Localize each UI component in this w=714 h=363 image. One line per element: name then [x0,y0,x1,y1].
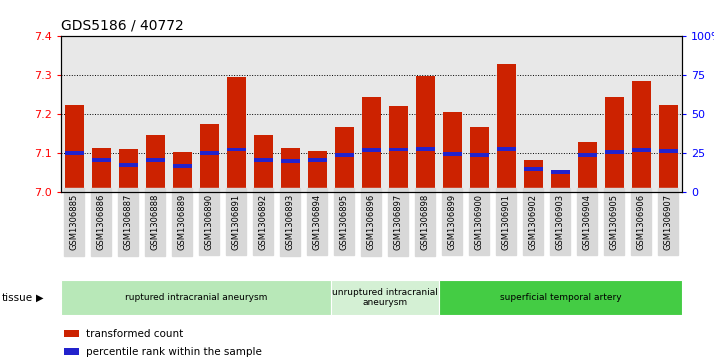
Bar [632,148,650,152]
Bar [605,150,624,154]
Bar [61,280,331,315]
Bar [146,158,165,162]
Bar [200,151,218,155]
Bar [335,154,353,157]
Bar [551,170,570,174]
Bar [524,167,543,171]
Bar [632,81,650,192]
Bar [497,64,516,192]
Text: GDS5186 / 40772: GDS5186 / 40772 [61,18,183,32]
Bar [389,106,408,192]
Bar [91,148,111,192]
Bar [389,147,408,151]
Bar [227,147,246,151]
Bar [253,158,273,162]
Text: ruptured intracranial aneurysm: ruptured intracranial aneurysm [124,293,267,302]
Bar [443,111,462,192]
Bar [470,127,489,192]
Bar [308,151,327,192]
Bar [281,148,300,192]
Bar [470,154,489,157]
Bar [64,330,79,338]
Bar [443,152,462,156]
Bar [578,154,597,157]
Bar [416,147,435,151]
Bar [551,174,570,192]
Bar [281,159,300,163]
Bar [173,164,191,168]
Bar [64,348,79,355]
Text: ▶: ▶ [36,293,44,303]
Bar [439,280,682,315]
Bar [605,97,624,192]
Bar [362,97,381,192]
Bar [146,135,165,192]
Bar [416,76,435,192]
Text: tissue: tissue [1,293,33,303]
Text: percentile rank within the sample: percentile rank within the sample [86,347,261,357]
Bar [119,150,138,192]
Bar [200,124,218,192]
Bar [524,160,543,192]
Bar [335,127,353,192]
Bar [659,105,678,192]
Text: superficial temporal artery: superficial temporal artery [500,293,621,302]
Bar [91,158,111,162]
Text: unruptured intracranial
aneurysm: unruptured intracranial aneurysm [332,288,438,307]
Bar [308,158,327,162]
Bar [331,280,439,315]
Bar [65,105,84,192]
Bar [253,135,273,192]
Bar [578,142,597,192]
Bar [227,77,246,192]
Bar [659,150,678,153]
Bar [497,147,516,151]
Text: transformed count: transformed count [86,329,183,339]
Bar [65,151,84,155]
Bar [362,148,381,152]
Bar [173,152,191,192]
Bar [119,163,138,167]
